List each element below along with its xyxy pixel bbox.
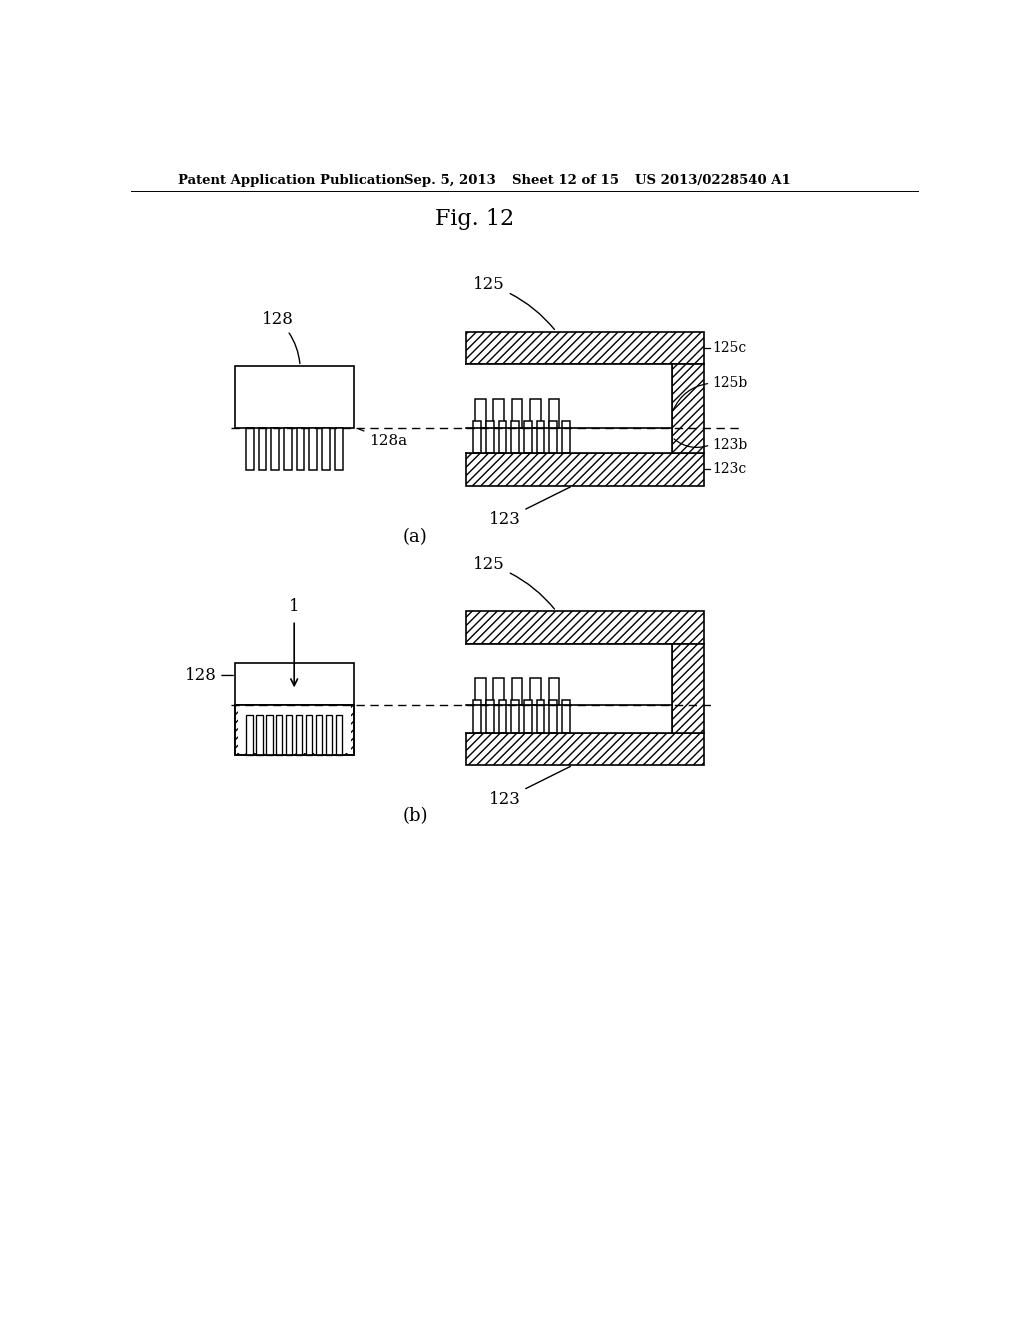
- Bar: [286, 715, 293, 755]
- Bar: [549, 678, 559, 705]
- Bar: [234, 367, 354, 428]
- Text: Sep. 5, 2013: Sep. 5, 2013: [403, 174, 496, 187]
- Bar: [550, 701, 557, 733]
- Bar: [499, 701, 506, 733]
- Text: 123: 123: [488, 767, 570, 808]
- Bar: [475, 678, 485, 705]
- Bar: [550, 421, 557, 453]
- Bar: [247, 715, 253, 755]
- Bar: [475, 399, 485, 428]
- Bar: [266, 715, 272, 755]
- Text: 125: 125: [473, 556, 554, 609]
- Text: 128: 128: [261, 312, 300, 363]
- Text: US 2013/0228540 A1: US 2013/0228540 A1: [635, 174, 791, 187]
- Bar: [234, 663, 354, 705]
- Text: 1: 1: [289, 598, 299, 615]
- Bar: [297, 428, 304, 470]
- Bar: [499, 421, 506, 453]
- Text: (a): (a): [403, 528, 428, 546]
- Bar: [234, 705, 354, 755]
- Bar: [672, 644, 705, 733]
- Bar: [549, 399, 559, 428]
- Bar: [256, 715, 262, 755]
- Text: Patent Application Publication: Patent Application Publication: [178, 174, 406, 187]
- Bar: [473, 701, 481, 733]
- Text: (b): (b): [402, 808, 428, 825]
- Bar: [234, 705, 354, 755]
- Bar: [238, 705, 351, 752]
- Bar: [336, 715, 342, 755]
- Bar: [296, 715, 302, 755]
- Bar: [494, 399, 504, 428]
- Bar: [486, 701, 494, 733]
- Bar: [524, 421, 531, 453]
- Bar: [315, 715, 323, 755]
- Bar: [466, 453, 705, 486]
- Bar: [323, 428, 330, 470]
- Bar: [672, 364, 705, 453]
- Bar: [466, 331, 705, 364]
- Bar: [276, 715, 283, 755]
- Bar: [466, 644, 672, 733]
- Bar: [306, 715, 312, 755]
- Text: 123c: 123c: [712, 462, 746, 477]
- Text: Sheet 12 of 15: Sheet 12 of 15: [512, 174, 618, 187]
- Text: 125c: 125c: [712, 341, 746, 355]
- Bar: [271, 428, 279, 470]
- Bar: [512, 678, 522, 705]
- Bar: [537, 421, 545, 453]
- Bar: [466, 611, 705, 644]
- Bar: [562, 701, 569, 733]
- Bar: [512, 399, 522, 428]
- Bar: [530, 399, 541, 428]
- Text: 125: 125: [473, 276, 554, 330]
- Text: 125b: 125b: [712, 376, 748, 391]
- Bar: [530, 678, 541, 705]
- Text: 128: 128: [184, 667, 233, 684]
- Bar: [466, 733, 705, 766]
- Text: 123b: 123b: [712, 438, 748, 451]
- Bar: [326, 715, 332, 755]
- Bar: [511, 701, 519, 733]
- Bar: [246, 428, 254, 470]
- Bar: [511, 421, 519, 453]
- Text: 128a: 128a: [358, 429, 408, 447]
- Bar: [284, 428, 292, 470]
- Bar: [259, 428, 266, 470]
- Bar: [486, 421, 494, 453]
- Text: Fig. 12: Fig. 12: [435, 209, 514, 231]
- Text: 123: 123: [488, 487, 570, 528]
- Bar: [466, 364, 672, 453]
- Bar: [335, 428, 342, 470]
- Bar: [524, 701, 531, 733]
- Bar: [309, 428, 317, 470]
- Bar: [494, 678, 504, 705]
- Bar: [562, 421, 569, 453]
- Bar: [473, 421, 481, 453]
- Bar: [537, 701, 545, 733]
